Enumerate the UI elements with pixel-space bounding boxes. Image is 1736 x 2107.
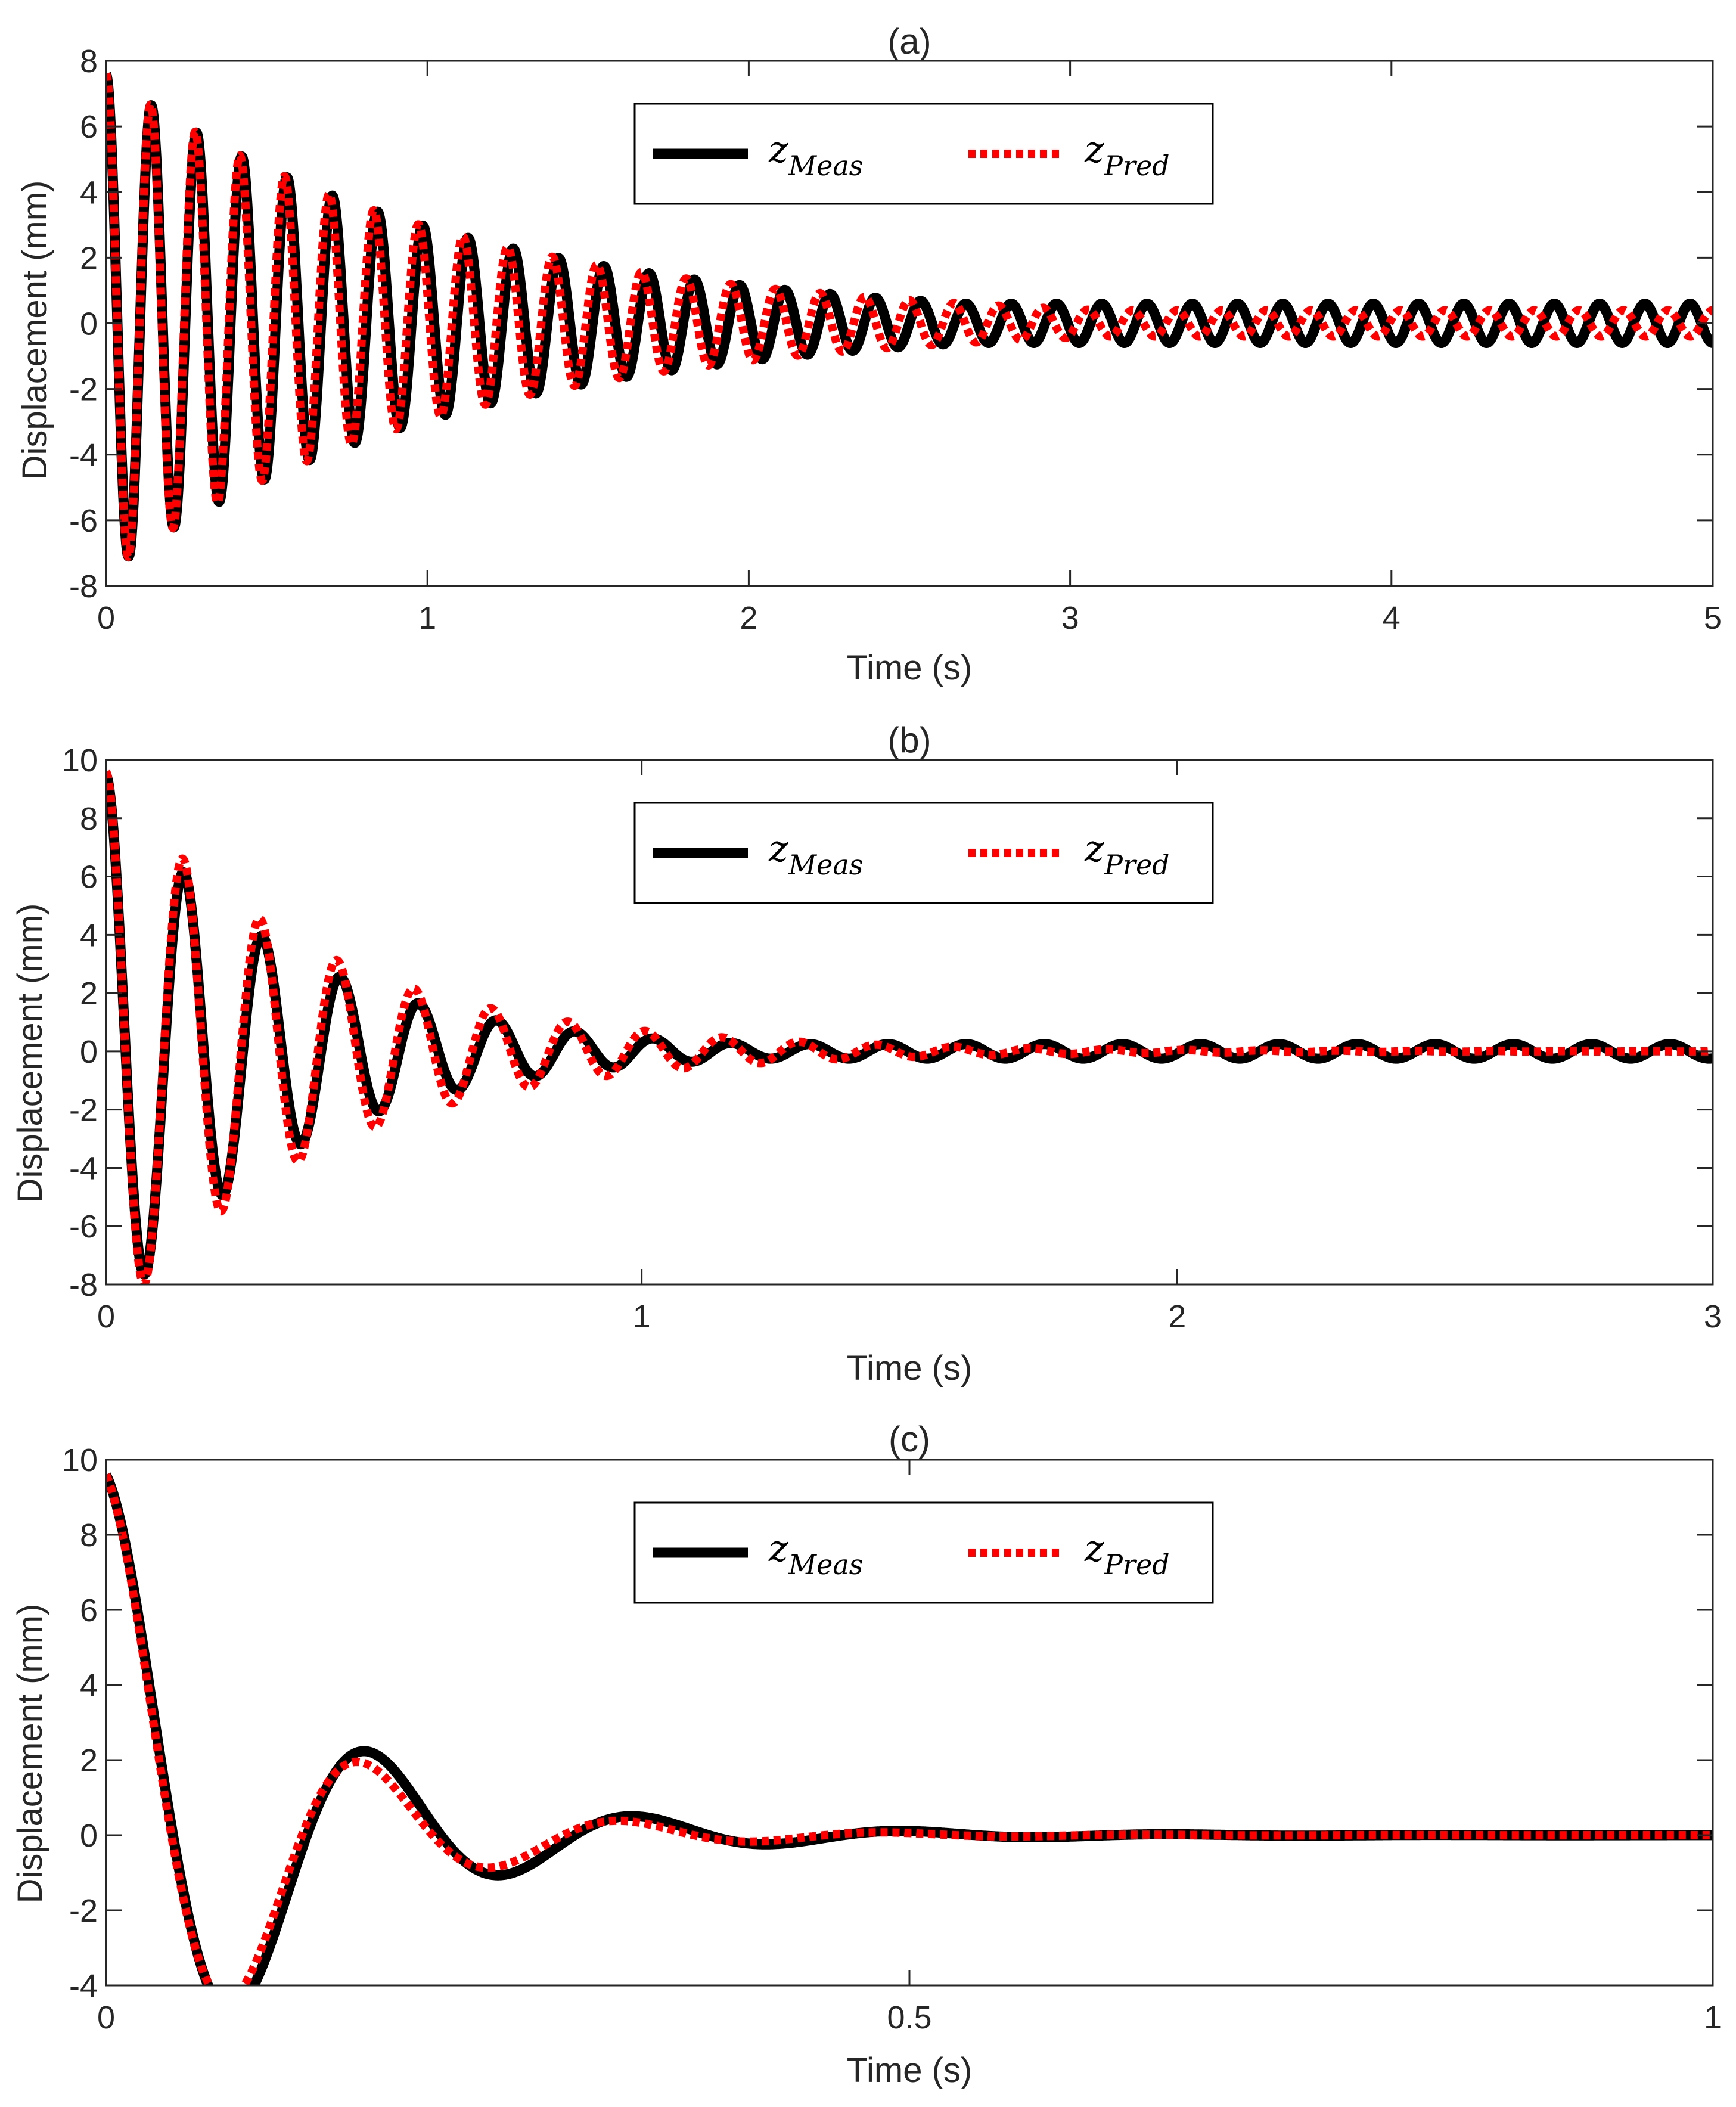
legend-subscript: Meas — [788, 849, 863, 881]
x-tick-label: 3 — [1061, 600, 1079, 636]
legend-symbol: z — [768, 827, 788, 870]
y-tick-label: 0 — [80, 1818, 98, 1854]
y-tick-label: -2 — [69, 1093, 98, 1128]
y-tick-label: 8 — [80, 1518, 98, 1553]
x-axis-label: Time (s) — [847, 2051, 972, 2090]
legend-subscript: Pred — [1104, 150, 1170, 182]
legend: z Meas z Pred — [633, 103, 1214, 205]
y-tick-label: -6 — [69, 503, 98, 539]
legend-subscript: Meas — [788, 1549, 863, 1581]
panel-title: (b) — [887, 720, 931, 760]
y-tick-label: 6 — [80, 1593, 98, 1628]
y-tick-label: 10 — [62, 743, 98, 778]
x-tick-label: 2 — [740, 600, 757, 636]
legend-symbol: z — [768, 128, 788, 171]
y-tick-label: 4 — [80, 917, 98, 953]
legend-subscript: Pred — [1104, 849, 1170, 881]
x-axis-label: Time (s) — [847, 1349, 972, 1388]
legend-symbol: z — [1084, 827, 1104, 870]
y-tick-label: -4 — [69, 1968, 98, 2004]
panel-title: (c) — [889, 1419, 930, 1459]
x-tick-label: 0 — [97, 2000, 115, 2035]
x-tick-label: 4 — [1383, 600, 1400, 636]
y-tick-label: 8 — [80, 801, 98, 837]
y-tick-label: 2 — [80, 1743, 98, 1779]
x-tick-label: 2 — [1168, 1299, 1186, 1335]
y-tick-label: 0 — [80, 1034, 98, 1070]
x-tick-label: 1 — [1704, 2000, 1722, 2035]
legend-subscript: Pred — [1104, 1549, 1170, 1581]
x-tick-label: 5 — [1704, 600, 1722, 636]
y-tick-label: 2 — [80, 240, 98, 276]
series-z-pred — [106, 71, 1713, 561]
series-z-pred — [106, 768, 1713, 1284]
y-tick-label: -4 — [69, 437, 98, 473]
x-tick-label: 3 — [1704, 1299, 1722, 1335]
x-tick-label: 1 — [418, 600, 436, 636]
x-axis-label: Time (s) — [847, 648, 972, 687]
y-tick-label: 0 — [80, 306, 98, 342]
legend-subscript: Meas — [788, 150, 863, 182]
legend-symbol: z — [1084, 1526, 1104, 1570]
y-tick-label: -2 — [69, 1893, 98, 1929]
y-tick-label: -8 — [69, 569, 98, 604]
legend: z Meas z Pred — [633, 802, 1214, 904]
y-tick-label: 10 — [62, 1442, 98, 1478]
y-tick-label: -8 — [69, 1267, 98, 1303]
axes-box — [105, 759, 1714, 1286]
panel-b: (b) Displacement (mm) Time (s) 0 1 2 3 -8 -6 -… — [11, 720, 1722, 1388]
y-tick-label: -4 — [69, 1150, 98, 1186]
y-axis-label: Displacement (mm) — [11, 904, 49, 1203]
legend: z Meas z Pred — [633, 1501, 1214, 1604]
series-z-pred — [106, 1472, 1713, 1985]
panel-c: (c) Displacement (mm) Time (s) 0 0.5 1 -4 -2… — [11, 1419, 1722, 2090]
x-tick-label: 0.5 — [887, 2000, 931, 2035]
y-tick-label: 4 — [80, 175, 98, 210]
y-tick-label: 4 — [80, 1668, 98, 1703]
y-tick-label: -6 — [69, 1209, 98, 1245]
x-tick-label: 0 — [97, 1299, 115, 1335]
y-tick-label: 8 — [80, 44, 98, 79]
y-axis-label: Displacement (mm) — [11, 1604, 49, 1904]
legend-symbol: z — [1084, 128, 1104, 171]
legend-symbol: z — [768, 1526, 788, 1570]
x-tick-label: 1 — [633, 1299, 651, 1335]
panel-a: (a) Displacement (mm) Time (s) 0 1 2 3 4 5 -8 -… — [15, 21, 1722, 687]
y-axis-label: Displacement (mm) — [15, 181, 54, 480]
x-tick-label: 0 — [97, 600, 115, 636]
y-tick-label: -2 — [69, 372, 98, 408]
y-tick-label: 6 — [80, 109, 98, 145]
y-tick-label: 6 — [80, 859, 98, 895]
panel-title: (a) — [887, 21, 931, 61]
y-tick-label: 2 — [80, 976, 98, 1011]
